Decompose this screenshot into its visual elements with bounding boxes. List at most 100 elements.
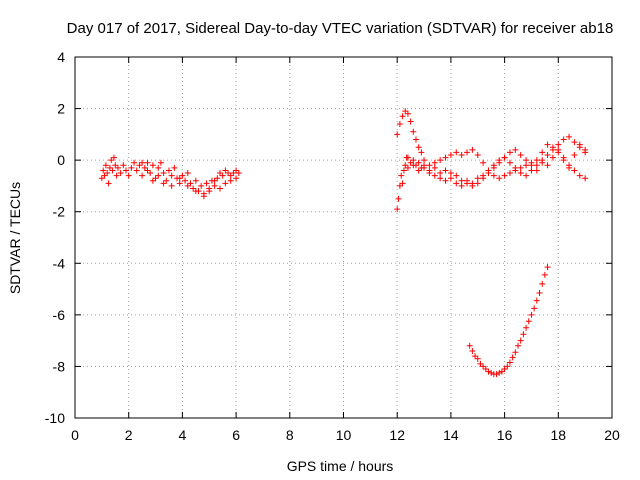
y-tick-label: 4	[57, 49, 65, 65]
data-point	[190, 185, 197, 192]
data-point	[192, 188, 199, 195]
data-point	[222, 167, 229, 174]
data-point	[109, 167, 116, 174]
series-arc-4	[394, 108, 589, 182]
data-point	[555, 141, 562, 148]
data-point	[394, 131, 401, 138]
data-point	[442, 177, 449, 184]
data-point	[458, 151, 465, 158]
data-point	[404, 164, 411, 171]
data-point	[211, 182, 218, 189]
data-point	[396, 121, 403, 128]
y-tick-label: -8	[53, 358, 66, 374]
grid-lines	[75, 57, 612, 418]
data-point	[469, 180, 476, 187]
data-point	[198, 182, 205, 189]
data-point	[517, 151, 524, 158]
data-point	[571, 139, 578, 146]
data-point	[216, 185, 223, 192]
data-point	[533, 162, 540, 169]
y-tick-label: -4	[53, 255, 66, 271]
data-point	[512, 349, 519, 356]
data-point	[227, 172, 234, 179]
data-point	[437, 170, 444, 177]
data-point	[233, 167, 240, 174]
data-point	[480, 159, 487, 166]
data-point	[227, 177, 234, 184]
data-point	[415, 144, 422, 151]
data-point	[472, 353, 479, 360]
data-point	[136, 162, 143, 169]
y-tick-label: 2	[57, 101, 65, 117]
data-point	[421, 157, 428, 164]
data-point	[133, 167, 140, 174]
data-point	[114, 164, 121, 171]
data-point	[410, 157, 417, 164]
data-point	[404, 110, 411, 117]
data-point	[544, 141, 551, 148]
y-tick-label: -2	[53, 204, 66, 220]
data-point	[506, 170, 513, 177]
data-point	[458, 177, 465, 184]
data-point	[474, 175, 481, 182]
series-arc-2	[139, 159, 240, 200]
data-point	[560, 136, 567, 143]
data-point	[120, 162, 127, 169]
data-point	[447, 151, 454, 158]
chart-title: Day 017 of 2017, Sidereal Day-to-day VTE…	[67, 20, 614, 37]
data-point	[165, 167, 172, 174]
data-point	[125, 172, 132, 179]
data-point	[453, 172, 460, 179]
data-point	[426, 162, 433, 169]
data-point	[447, 170, 454, 177]
data-point	[163, 177, 170, 184]
data-point	[415, 167, 422, 174]
data-point	[410, 128, 417, 135]
data-point	[117, 170, 124, 177]
x-tick-label: 4	[179, 427, 187, 443]
x-tick-label: 20	[604, 427, 620, 443]
data-point	[206, 185, 213, 192]
data-point	[582, 175, 589, 182]
data-point	[496, 369, 503, 376]
data-point	[101, 172, 108, 179]
x-tick-label: 16	[497, 427, 513, 443]
data-point	[544, 151, 551, 158]
data-point	[171, 164, 178, 171]
x-tick-label: 2	[125, 427, 133, 443]
data-point	[219, 172, 226, 179]
data-point	[453, 180, 460, 187]
data-point	[523, 172, 530, 179]
data-point	[214, 175, 221, 182]
data-point	[399, 180, 406, 187]
data-point	[182, 177, 189, 184]
data-point	[139, 172, 146, 179]
data-point	[395, 195, 402, 202]
data-point	[474, 180, 481, 187]
data-point	[517, 170, 524, 177]
data-point	[222, 180, 229, 187]
data-point	[415, 159, 422, 166]
data-point	[512, 146, 519, 153]
data-point	[506, 359, 513, 366]
data-point	[98, 175, 105, 182]
data-point	[560, 154, 567, 161]
data-point	[399, 113, 406, 120]
data-point	[155, 172, 162, 179]
data-point	[437, 157, 444, 164]
data-point	[203, 180, 210, 187]
data-point	[168, 172, 175, 179]
data-point	[480, 172, 487, 179]
data-point	[582, 146, 589, 153]
data-point	[105, 180, 112, 187]
y-tick-label: 0	[57, 152, 65, 168]
data-point	[544, 162, 551, 169]
y-axis-label: SDTVAR / TECUs	[7, 182, 23, 294]
data-point	[157, 159, 164, 166]
data-point	[149, 162, 156, 169]
data-point	[488, 369, 495, 376]
data-point	[394, 206, 401, 213]
data-point	[230, 170, 237, 177]
x-tick-label: 18	[551, 427, 567, 443]
data-point	[412, 136, 419, 143]
